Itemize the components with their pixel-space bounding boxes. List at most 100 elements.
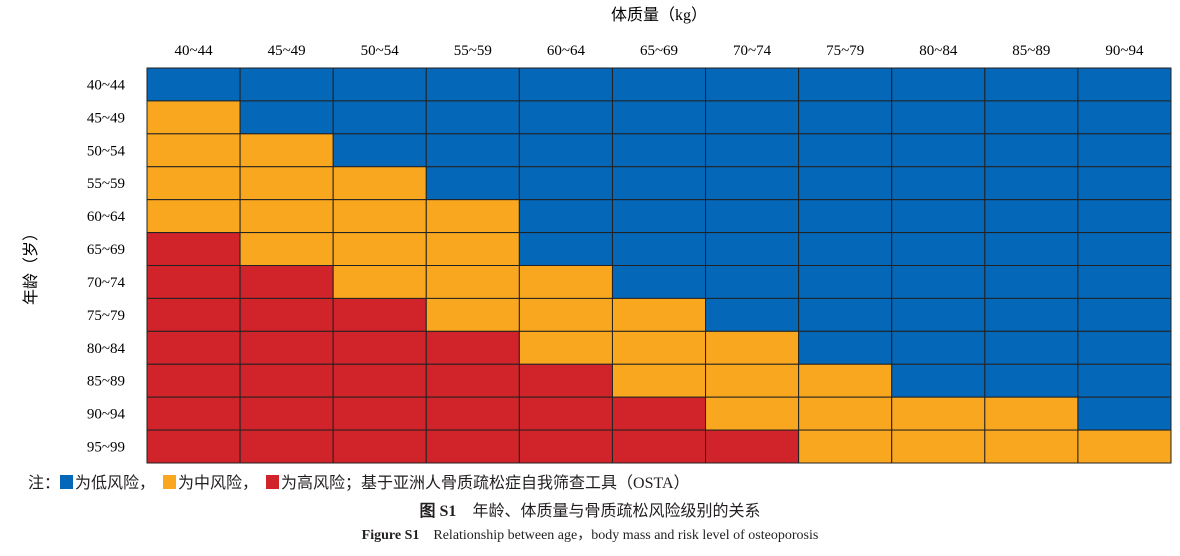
heatmap-cell xyxy=(239,166,334,201)
heatmap-cell xyxy=(332,297,427,332)
heatmap-cell xyxy=(425,100,520,135)
heatmap-cell xyxy=(798,363,893,398)
heatmap-cell xyxy=(332,265,427,299)
y-tick-label: 85~89 xyxy=(87,374,125,390)
heatmap-cell xyxy=(425,67,520,102)
heatmap-cell xyxy=(1077,100,1172,135)
heatmap-cell xyxy=(891,429,986,464)
y-tick-label: 70~74 xyxy=(87,275,126,291)
heatmap-cell xyxy=(611,363,707,398)
heatmap-cell xyxy=(1077,199,1172,234)
heatmap-cell xyxy=(1077,67,1172,102)
heatmap-cell xyxy=(611,232,707,266)
heatmap-cell xyxy=(518,232,613,266)
x-tick-label: 65~69 xyxy=(640,43,678,59)
heatmap-cell xyxy=(239,133,334,168)
heatmap-cell xyxy=(611,133,707,168)
legend-label-low: 为低风险， xyxy=(75,475,156,492)
heatmap-cell xyxy=(425,429,520,464)
heatmap-cell xyxy=(518,396,613,431)
heatmap-cell xyxy=(705,100,800,135)
legend-swatch-high xyxy=(266,475,280,489)
legend-swatch-mid xyxy=(163,475,177,489)
y-axis-title: 年龄（岁） xyxy=(22,225,40,305)
heatmap-cell xyxy=(891,100,986,135)
heatmap-cell xyxy=(239,199,334,234)
heatmap-cell xyxy=(425,133,520,168)
heatmap-cell xyxy=(239,330,334,365)
caption-cn: 图 S1 年龄、体质量与骨质疏松风险级别的关系 xyxy=(0,497,1180,521)
heatmap-cell xyxy=(146,363,241,398)
heatmap-cell xyxy=(518,297,613,332)
heatmap-cell xyxy=(891,133,986,168)
heatmap-cell xyxy=(332,363,427,398)
heatmap-cell xyxy=(611,67,707,102)
heatmap-cell xyxy=(146,133,241,168)
heatmap-cell xyxy=(518,363,613,398)
legend-note: 注： 为低风险， 为中风险， 为高风险；基于亚洲人骨质疏松症自我筛查工具（OSTA… xyxy=(28,469,690,493)
heatmap-cell xyxy=(611,330,707,365)
heatmap-cell xyxy=(1077,232,1172,266)
y-tick-label: 95~99 xyxy=(87,440,125,456)
heatmap-cell xyxy=(425,330,520,365)
heatmap-cell xyxy=(518,100,613,135)
heatmap-cell xyxy=(518,166,613,201)
heatmap-cell xyxy=(1077,396,1172,431)
heatmap-cell xyxy=(332,67,427,102)
y-tick-label: 65~69 xyxy=(87,242,125,258)
y-tick-label: 55~59 xyxy=(87,176,125,192)
heatmap-cell xyxy=(705,265,800,299)
legend-label-mid: 为中风险， xyxy=(178,475,259,492)
heatmap-cell xyxy=(332,429,427,464)
heatmap-cell xyxy=(1077,330,1172,365)
heatmap-cell xyxy=(798,265,893,299)
legend-swatch-low xyxy=(60,475,74,489)
heatmap-cell xyxy=(518,133,613,168)
heatmap-cell xyxy=(146,429,241,464)
heatmap-cell xyxy=(239,265,334,299)
heatmap-cell xyxy=(332,133,427,168)
y-tick-label: 90~94 xyxy=(87,407,126,423)
heatmap-cell xyxy=(332,100,427,135)
heatmap-cell xyxy=(984,429,1079,464)
heatmap-cell xyxy=(891,166,986,201)
note-prefix: 注： xyxy=(28,475,61,492)
x-tick-label: 70~74 xyxy=(733,43,772,59)
y-tick-label: 80~84 xyxy=(87,341,126,357)
heatmap-cell xyxy=(705,67,800,102)
x-tick-label: 60~64 xyxy=(547,43,586,59)
heatmap-cell xyxy=(984,297,1079,332)
heatmap-cell xyxy=(611,396,707,431)
heatmap-cell xyxy=(984,330,1079,365)
heatmap-cell xyxy=(984,133,1079,168)
heatmap-cell xyxy=(705,133,800,168)
x-tick-label: 85~89 xyxy=(1012,43,1050,59)
heatmap-cell xyxy=(518,265,613,299)
heatmap-cell xyxy=(891,363,986,398)
heatmap-cell xyxy=(984,166,1079,201)
heatmap-cell xyxy=(798,133,893,168)
heatmap-cell xyxy=(798,232,893,266)
caption-cn-label: 图 S1 xyxy=(419,503,457,520)
heatmap-cell xyxy=(1077,265,1172,299)
heatmap-cell xyxy=(984,199,1079,234)
heatmap-cell xyxy=(332,396,427,431)
heatmap-cell xyxy=(984,100,1079,135)
heatmap-cell xyxy=(705,363,800,398)
heatmap-cell xyxy=(891,330,986,365)
heatmap-cell xyxy=(798,199,893,234)
caption-en-text: Relationship between age，body mass and r… xyxy=(433,528,819,543)
heatmap-cell xyxy=(146,297,241,332)
heatmap-cell xyxy=(146,396,241,431)
heatmap-cell xyxy=(425,265,520,299)
heatmap-cell xyxy=(518,67,613,102)
heatmap-cell xyxy=(332,199,427,234)
heatmap-cell xyxy=(425,363,520,398)
heatmap-cell xyxy=(705,297,800,332)
x-tick-label: 55~59 xyxy=(454,43,492,59)
heatmap-cell xyxy=(425,232,520,266)
x-tick-label: 45~49 xyxy=(268,43,306,59)
y-tick-label: 75~79 xyxy=(87,308,125,324)
heatmap-cell xyxy=(705,166,800,201)
heatmap-cell xyxy=(611,429,707,464)
